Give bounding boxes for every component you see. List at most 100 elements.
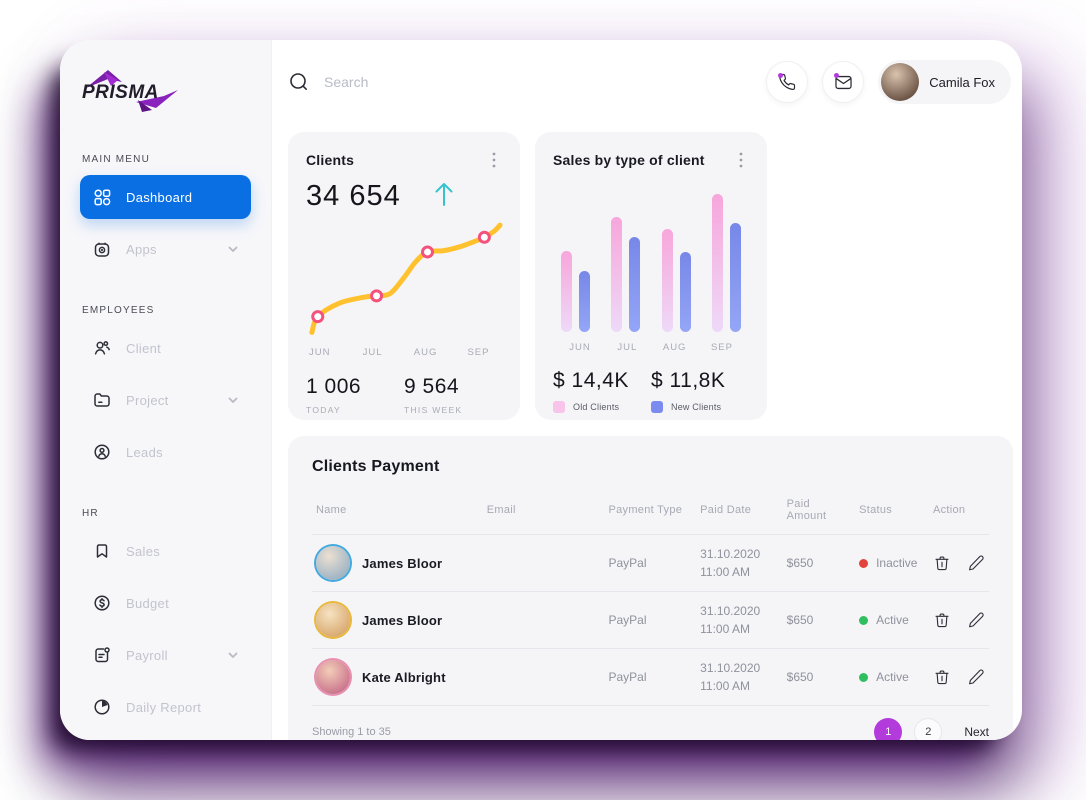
mail-button[interactable]: [822, 61, 865, 103]
avatar: [316, 546, 350, 580]
edit-button[interactable]: [967, 668, 985, 686]
client-name: James Bloor: [362, 612, 443, 628]
clients-payment-card: Clients Payment Name Email Payment Type …: [288, 436, 1013, 740]
sidebar-item-leads[interactable]: Leads: [80, 430, 251, 474]
old-clients-total: $ 14,4K Old Clients: [553, 369, 651, 413]
table-row[interactable]: Kate Albright PayPal 31.10.2020 11:00 AM…: [312, 648, 989, 705]
stat-label: TODAY: [306, 405, 341, 415]
kebab-menu-icon[interactable]: [486, 152, 502, 168]
total-value: $ 11,8K: [651, 369, 726, 392]
sidebar-item-daily-report[interactable]: Daily Report: [80, 685, 251, 729]
payment-type: PayPal: [604, 591, 697, 649]
bar-chart-month-labels: JUN JUL AUG SEP: [553, 342, 749, 353]
user-menu[interactable]: Camila Fox: [878, 60, 1011, 104]
section-label-main-menu: MAIN MENU: [82, 154, 151, 165]
avatar: [881, 63, 920, 101]
table-row[interactable]: James Bloor PayPal 31.10.2020 11:00 AM $…: [312, 534, 989, 592]
table-footer: Showing 1 to 35 1 2 Next: [312, 705, 989, 740]
table-header-row: Name Email Payment Type Paid Date Paid A…: [312, 490, 989, 535]
search-input[interactable]: [324, 74, 624, 90]
chevron-down-icon: [227, 243, 239, 255]
sidebar-item-label: Budget: [126, 595, 170, 611]
sidebar-item-project[interactable]: Project: [80, 378, 251, 422]
topbar-actions: Camila Fox: [766, 60, 1011, 104]
clients-line-chart: [306, 219, 503, 341]
column-header-payment-type: Payment Type: [608, 504, 683, 516]
line-marker: [477, 230, 491, 244]
client-name: Kate Albright: [362, 669, 446, 685]
trend-up-arrow-icon: [433, 181, 455, 212]
trash-icon: [935, 670, 949, 685]
chevron-down-icon: [227, 649, 239, 661]
delete-button[interactable]: [933, 611, 951, 629]
phone-icon: [779, 73, 796, 91]
next-page-button[interactable]: Next: [964, 724, 989, 739]
search-box: [288, 71, 766, 93]
sales-bar-chart: [553, 194, 749, 332]
sidebar-item-label: Sales: [126, 543, 161, 559]
phone-button[interactable]: [766, 61, 809, 103]
user-name: Camila Fox: [929, 74, 995, 90]
sidebar-item-label: Payroll: [126, 647, 168, 663]
showing-text: Showing 1 to 35: [312, 725, 391, 738]
sidebar-item-payroll[interactable]: Payroll: [80, 633, 251, 677]
column-header-paid-amount: Paid Amount: [786, 498, 827, 522]
payments-table: Name Email Payment Type Paid Date Paid A…: [312, 490, 989, 705]
stat-label: THIS WEEK: [404, 405, 463, 415]
clients-total-value: 34 654: [306, 180, 401, 212]
line-marker: [421, 245, 435, 259]
sidebar-item-budget[interactable]: Budget: [80, 581, 251, 625]
status-label: Active: [876, 613, 909, 627]
month-label: AUG: [662, 342, 687, 353]
sales-card: Sales by type of client JUN JUL AUG SEP $ 1…: [535, 132, 767, 420]
bar-new-clients: [579, 271, 590, 332]
sales-icon: [92, 541, 112, 561]
stat-value: 9 564: [404, 375, 460, 398]
brand-logo: PRISMA: [82, 70, 202, 114]
total-value: $ 14,4K: [553, 369, 629, 392]
stat-today: 1 006 TODAY: [306, 375, 404, 415]
sidebar-item-dashboard[interactable]: Dashboard: [80, 175, 251, 219]
column-header-status: Status: [859, 504, 893, 516]
delete-button[interactable]: [933, 668, 951, 686]
stat-value: 1 006: [306, 375, 362, 398]
client-name: James Bloor: [362, 555, 443, 571]
sidebar-item-apps[interactable]: Apps: [80, 227, 251, 271]
table-row[interactable]: James Bloor PayPal 31.10.2020 11:00 AM $…: [312, 591, 989, 649]
bar-new-clients: [729, 222, 741, 332]
paid-time: 11:00 AM: [700, 679, 750, 693]
notification-dot: [778, 73, 784, 78]
bar-old-clients: [611, 217, 623, 332]
sidebar-item-sales[interactable]: Sales: [80, 529, 251, 573]
delete-button[interactable]: [933, 554, 951, 572]
sidebar-item-label: Daily Report: [126, 699, 202, 715]
column-header-name: Name: [316, 504, 347, 516]
month-label: SEP: [467, 347, 490, 358]
sidebar-item-client[interactable]: Client: [80, 326, 251, 370]
legend-label: Old Clients: [573, 402, 620, 412]
column-header-action: Action: [932, 504, 966, 516]
paid-amount: $650: [782, 591, 856, 649]
bar-new-clients: [629, 236, 641, 332]
kebab-menu-icon[interactable]: [733, 152, 749, 168]
notification-dot: [834, 73, 840, 78]
paid-amount: $650: [782, 648, 856, 705]
section-label-employees: EMPLOYEES: [82, 305, 155, 316]
sidebar-item-label: Leads: [126, 444, 163, 460]
trash-icon: [935, 613, 949, 628]
status-badge: Inactive: [859, 556, 925, 570]
legend-new-clients: New Clients: [651, 401, 749, 413]
pagination: 1 2 Next: [874, 717, 989, 740]
page-button-2[interactable]: 2: [914, 717, 943, 740]
edit-button[interactable]: [967, 611, 985, 629]
month-label: SEP: [710, 342, 733, 353]
payment-type: PayPal: [604, 648, 697, 705]
search-icon: [290, 73, 307, 90]
edit-button[interactable]: [967, 554, 985, 572]
clients-card: Clients 34 654 JUN JUL AUG SEP: [288, 132, 520, 420]
page-button-1[interactable]: 1: [874, 717, 903, 740]
bar-old-clients: [711, 194, 723, 332]
status-dot-icon: [859, 672, 869, 682]
legend-old-clients: Old Clients: [553, 401, 651, 413]
legend-swatch-icon: [553, 401, 565, 413]
